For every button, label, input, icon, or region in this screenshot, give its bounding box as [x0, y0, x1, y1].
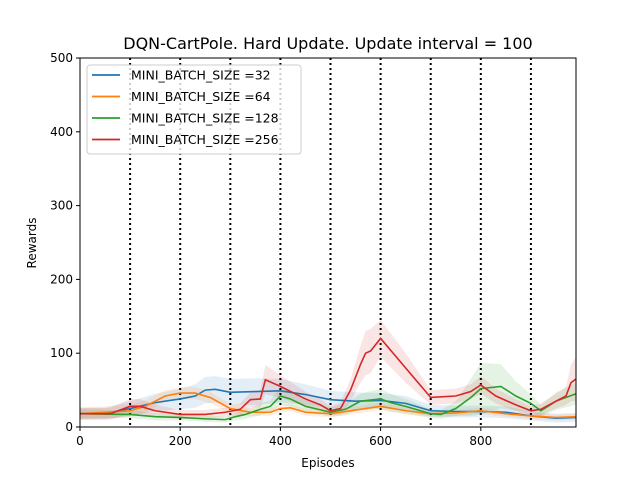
series-band-3: [80, 319, 576, 420]
x-tick-label-1: 200: [169, 434, 192, 448]
y-tick-label-1: 100: [50, 346, 73, 360]
series-line-2: [79, 385, 577, 421]
x-axis-ticks: 0 200 400 600 800: [76, 427, 492, 448]
legend-label-1: MINI_BATCH_SIZE =64: [131, 89, 271, 104]
legend-label-0: MINI_BATCH_SIZE =32: [131, 68, 271, 83]
plot-frame: [79, 57, 577, 428]
series-line-3: [80, 337, 577, 416]
y-tick-label-0: 0: [65, 420, 73, 434]
y-tick-label-3: 300: [50, 199, 73, 213]
y-axis-label: Rewards: [25, 218, 39, 269]
legend-label-3: MINI_BATCH_SIZE =256: [131, 132, 279, 147]
x-tick-label-2: 400: [269, 434, 292, 448]
y-tick-label-2: 200: [50, 272, 73, 286]
y-axis-ticks: 0 100 200 300 400 500: [50, 51, 80, 434]
legend-label-2: MINI_BATCH_SIZE =128: [131, 111, 279, 126]
x-tick-label-4: 800: [469, 434, 492, 448]
x-axis-label: Episodes: [301, 456, 354, 470]
legend: MINI_BATCH_SIZE =32 MINI_BATCH_SIZE =64 MI…: [86, 64, 302, 155]
y-tick-label-4: 400: [50, 125, 73, 139]
y-tick-label-5: 500: [50, 51, 73, 65]
x-tick-label-0: 0: [76, 434, 84, 448]
x-tick-label-3: 600: [369, 434, 392, 448]
series-lines: [79, 337, 577, 421]
legend-frame: [86, 64, 302, 155]
series-line-1: [79, 392, 577, 419]
chart-title: DQN-CartPole. Hard Update. Update interv…: [123, 34, 532, 53]
series-band-2: [80, 362, 576, 423]
